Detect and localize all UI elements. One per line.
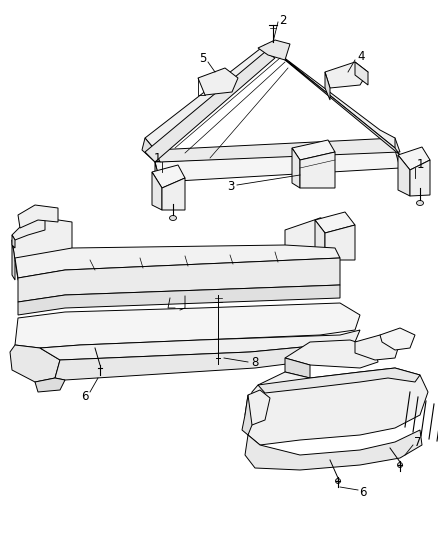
Polygon shape: [12, 240, 15, 280]
Polygon shape: [245, 430, 422, 470]
Ellipse shape: [98, 366, 102, 370]
Polygon shape: [12, 218, 45, 240]
Polygon shape: [155, 162, 160, 195]
Ellipse shape: [170, 215, 177, 221]
Polygon shape: [40, 330, 360, 360]
Polygon shape: [258, 40, 290, 60]
Polygon shape: [198, 68, 238, 95]
Polygon shape: [18, 205, 58, 228]
Polygon shape: [300, 152, 335, 188]
Polygon shape: [142, 138, 155, 162]
Polygon shape: [35, 378, 65, 392]
Polygon shape: [152, 172, 162, 210]
Polygon shape: [398, 155, 410, 196]
Polygon shape: [18, 285, 340, 315]
Polygon shape: [248, 368, 428, 445]
Polygon shape: [258, 368, 420, 393]
Text: 1: 1: [153, 151, 161, 165]
Polygon shape: [12, 235, 15, 248]
Polygon shape: [15, 303, 360, 348]
Polygon shape: [280, 55, 400, 155]
Text: 6: 6: [359, 486, 367, 498]
Polygon shape: [55, 342, 358, 380]
Polygon shape: [18, 258, 340, 302]
Polygon shape: [325, 72, 330, 100]
Polygon shape: [145, 45, 280, 150]
Polygon shape: [285, 358, 310, 378]
Polygon shape: [15, 258, 58, 280]
Polygon shape: [325, 225, 355, 260]
Polygon shape: [155, 138, 400, 162]
Polygon shape: [10, 345, 60, 382]
Polygon shape: [145, 52, 275, 162]
Polygon shape: [285, 340, 378, 368]
Polygon shape: [242, 395, 252, 435]
Polygon shape: [320, 218, 340, 228]
Text: 6: 6: [81, 391, 89, 403]
Polygon shape: [315, 220, 325, 260]
Polygon shape: [292, 140, 335, 160]
Polygon shape: [355, 335, 400, 360]
Polygon shape: [12, 218, 72, 260]
Polygon shape: [355, 62, 368, 85]
Text: 5: 5: [199, 52, 207, 66]
Polygon shape: [285, 218, 338, 255]
Text: 7: 7: [414, 435, 422, 448]
Polygon shape: [325, 62, 368, 88]
Polygon shape: [292, 148, 300, 188]
Ellipse shape: [336, 479, 340, 483]
Polygon shape: [162, 178, 185, 210]
Text: 2: 2: [279, 13, 287, 27]
Polygon shape: [380, 328, 415, 350]
Text: 8: 8: [251, 357, 259, 369]
Ellipse shape: [215, 356, 221, 360]
Ellipse shape: [398, 463, 403, 467]
Polygon shape: [245, 390, 270, 425]
Text: 3: 3: [227, 180, 235, 192]
Polygon shape: [155, 150, 400, 182]
Polygon shape: [398, 147, 430, 170]
Ellipse shape: [417, 200, 424, 206]
Text: 1: 1: [416, 158, 424, 172]
Polygon shape: [315, 212, 355, 233]
Polygon shape: [152, 165, 185, 188]
Polygon shape: [270, 47, 395, 148]
Text: 4: 4: [357, 51, 365, 63]
Polygon shape: [15, 245, 340, 278]
Polygon shape: [410, 160, 430, 196]
